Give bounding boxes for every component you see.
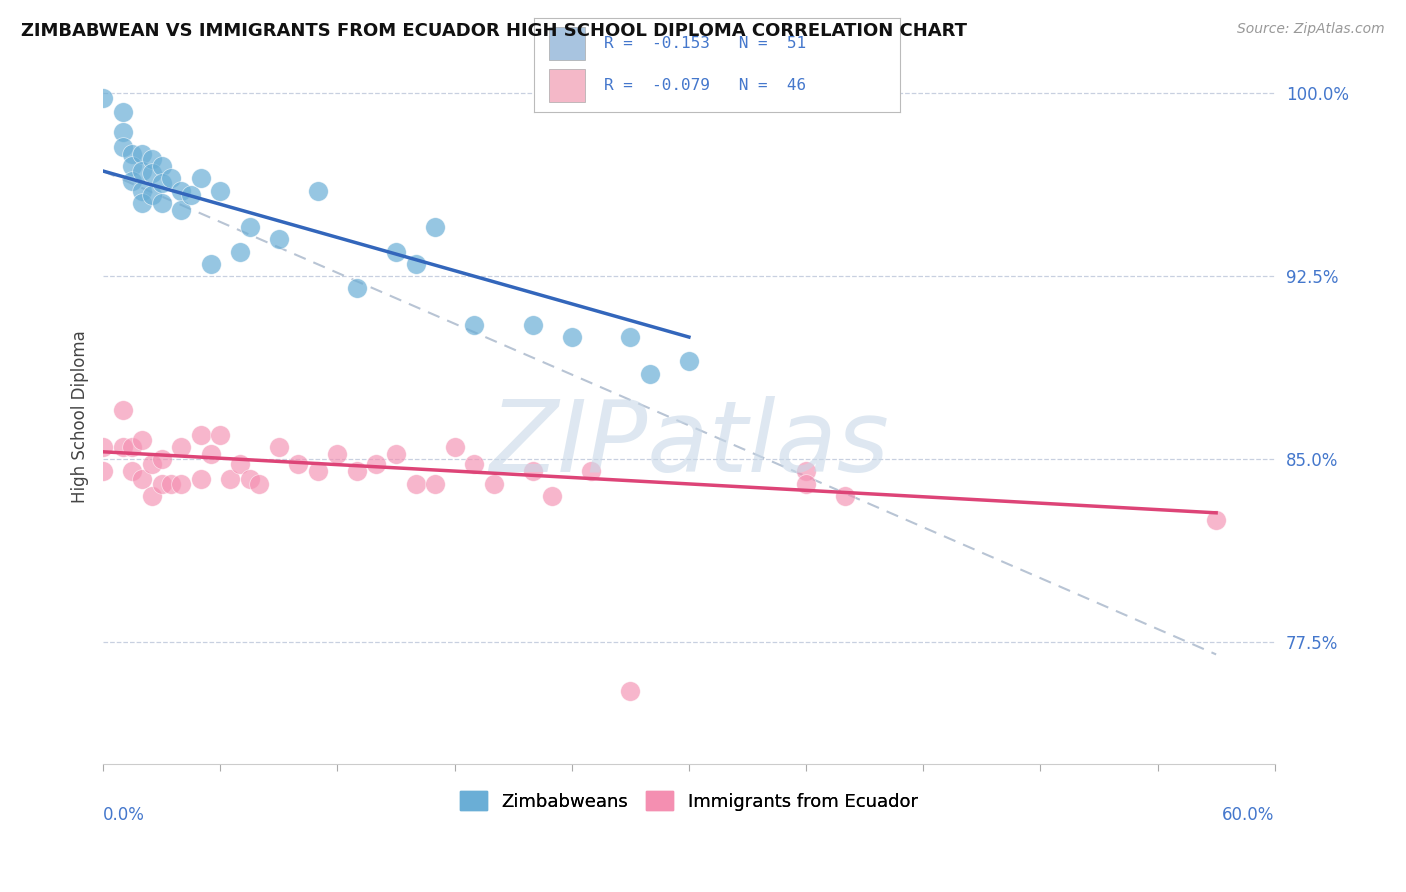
Point [219,472,242,486]
Point [200,447,222,461]
Point [385,447,408,461]
Point [239,472,262,486]
Point [247,476,270,491]
Point [287,457,309,471]
Point [180,188,202,202]
Point [267,440,290,454]
Point [561,330,583,344]
Point [463,457,485,471]
Point [91,91,114,105]
Point [111,139,134,153]
Point [541,489,564,503]
Bar [548,28,585,60]
Point [581,464,603,478]
Legend: Zimbabweans, Immigrants from Ecuador: Zimbabweans, Immigrants from Ecuador [453,784,925,818]
Point [346,281,368,295]
Point [111,440,134,454]
Point [150,476,173,491]
Text: 0.0%: 0.0% [103,806,145,824]
Point [150,452,173,467]
Point [131,195,153,210]
Point [141,152,163,166]
Point [160,171,183,186]
Point [170,440,193,454]
Bar [548,70,585,103]
Point [229,457,252,471]
Point [121,174,143,188]
Point [150,159,173,173]
Point [619,684,641,698]
Text: R =  -0.153   N =  51: R = -0.153 N = 51 [603,36,806,51]
Point [131,472,153,486]
Point [405,476,427,491]
Point [1205,513,1227,527]
Point [482,476,505,491]
Point [121,147,143,161]
Point [121,464,143,478]
Point [638,367,661,381]
Point [141,457,163,471]
Point [794,476,817,491]
Point [131,164,153,178]
Point [346,464,368,478]
Text: ZIMBABWEAN VS IMMIGRANTS FROM ECUADOR HIGH SCHOOL DIPLOMA CORRELATION CHART: ZIMBABWEAN VS IMMIGRANTS FROM ECUADOR HI… [21,22,967,40]
Point [111,125,134,139]
Point [121,159,143,173]
Point [366,457,388,471]
Point [385,244,408,259]
Point [141,166,163,180]
Point [423,220,446,235]
Point [229,244,252,259]
Point [307,464,329,478]
Point [619,330,641,344]
Point [200,257,222,271]
Point [131,147,153,161]
Point [678,354,700,368]
Point [463,318,485,332]
Point [405,257,427,271]
Point [190,472,212,486]
Point [91,464,114,478]
Point [834,489,856,503]
Text: Source: ZipAtlas.com: Source: ZipAtlas.com [1237,22,1385,37]
Point [239,220,262,235]
Point [522,464,544,478]
Point [326,447,349,461]
Point [141,188,163,202]
Point [111,105,134,120]
Text: R =  -0.079   N =  46: R = -0.079 N = 46 [603,78,806,94]
Point [307,184,329,198]
Point [150,176,173,190]
Point [121,440,143,454]
Point [91,440,114,454]
Point [423,476,446,491]
Point [209,427,232,442]
Point [522,318,544,332]
Point [170,184,193,198]
Point [150,195,173,210]
Point [111,403,134,417]
Text: 60.0%: 60.0% [1222,806,1275,824]
Point [443,440,465,454]
Point [141,489,163,503]
Text: ZIPatlas: ZIPatlas [489,396,889,492]
Point [160,476,183,491]
Point [131,433,153,447]
Point [267,232,290,246]
Y-axis label: High School Diploma: High School Diploma [72,330,89,503]
Point [190,171,212,186]
Point [190,427,212,442]
Point [170,476,193,491]
Point [794,464,817,478]
Point [131,184,153,198]
Point [170,203,193,218]
Point [209,184,232,198]
